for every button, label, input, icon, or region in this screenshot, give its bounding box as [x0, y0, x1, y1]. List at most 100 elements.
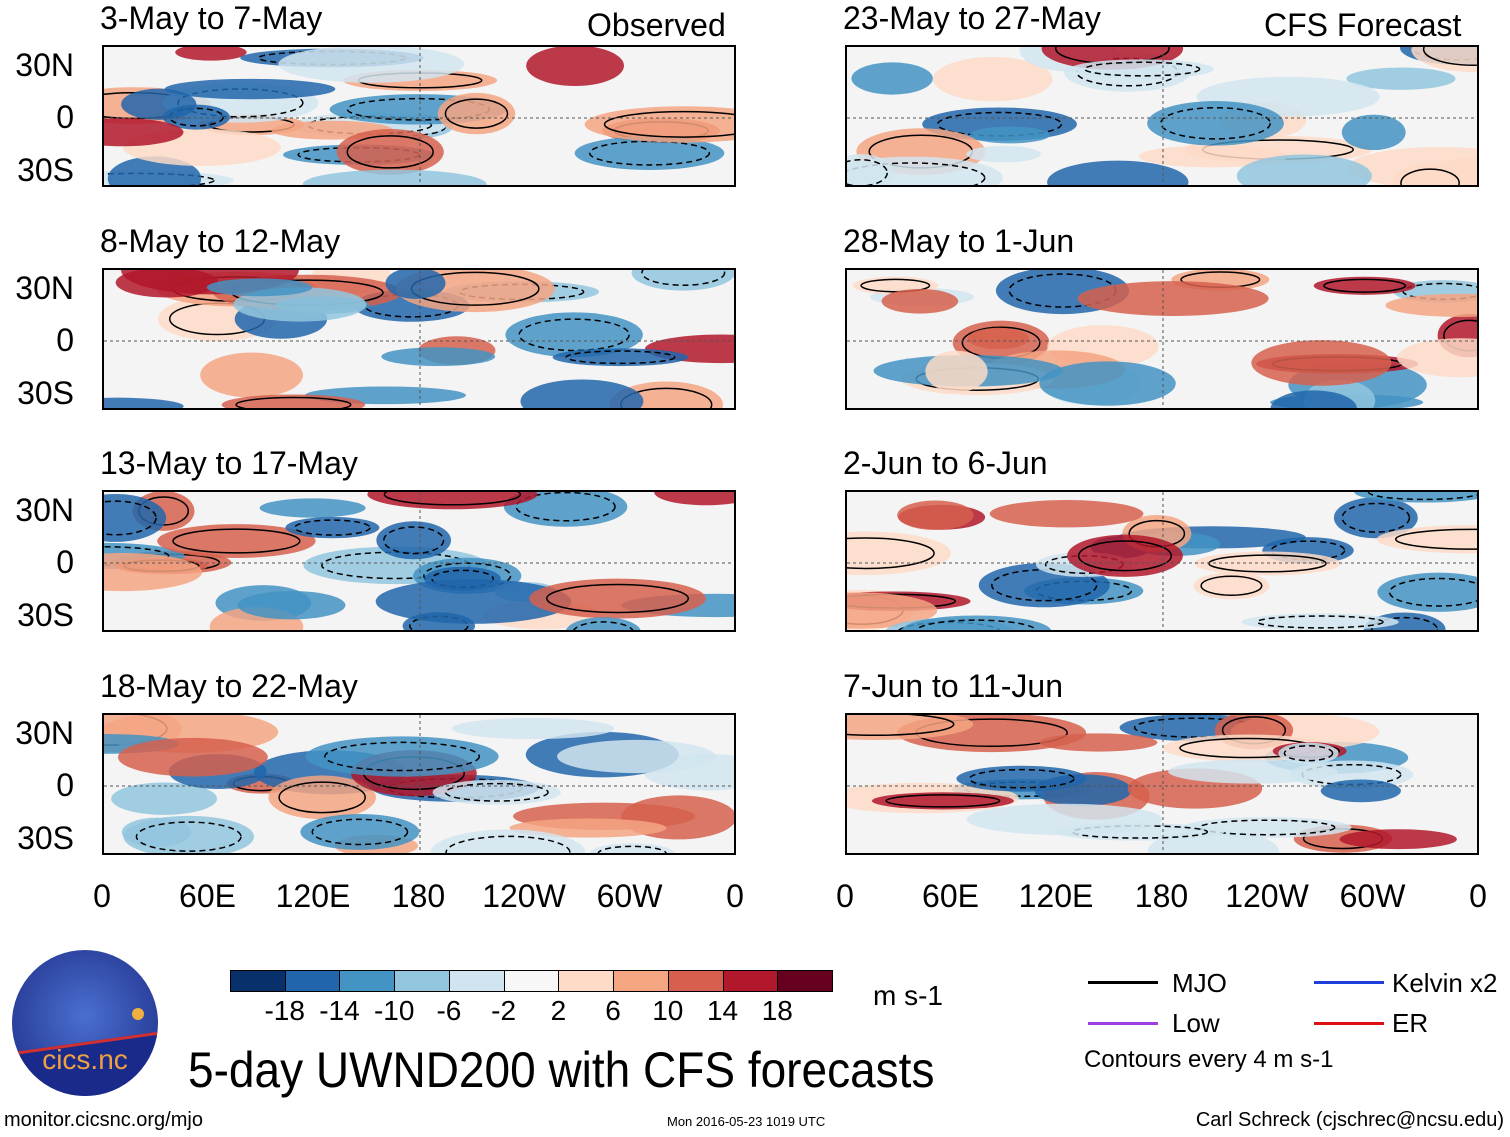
mjo-contour: [1083, 61, 1201, 77]
colorbar-label: -18: [264, 995, 305, 1026]
wind-anomaly: [200, 352, 303, 398]
mjo-contour: [1394, 528, 1477, 550]
wind-anomaly: [451, 717, 615, 740]
y-tick-label: 30N: [15, 270, 74, 306]
legend-er: ER: [1392, 1008, 1429, 1038]
legend-kelvin: Kelvin x2: [1392, 968, 1498, 998]
wind-anomaly: [1236, 154, 1372, 185]
wind-anomaly: [1077, 281, 1269, 316]
colorbar-swatch: [394, 970, 450, 992]
wind-anomaly: [1138, 145, 1288, 168]
wind-anomaly: [557, 739, 716, 774]
mjo-contour: [346, 135, 434, 169]
wind-anomaly: [1354, 492, 1477, 503]
wind-anomaly: [206, 278, 313, 297]
colorbar-swatch: [722, 970, 779, 992]
mjo-contour: [641, 270, 726, 286]
wind-anomaly: [509, 818, 667, 838]
wind-anomaly: [969, 126, 1050, 144]
panel-title: 23-May to 27-May: [843, 0, 1101, 36]
colorbar-label: 18: [761, 995, 793, 1026]
wind-anomaly: [565, 617, 641, 630]
y-tick-label: 30S: [17, 375, 74, 411]
wind-anomaly: [367, 492, 538, 510]
wind-anomaly: [437, 92, 516, 135]
y-tick-label: 30S: [17, 152, 74, 188]
colorbar-label: 10: [652, 995, 684, 1026]
observed-label: Observed: [587, 7, 726, 43]
mjo-contour: [445, 835, 571, 853]
wind-anomaly: [175, 47, 247, 61]
contour-note: Contours every 4 m s-1: [1084, 1046, 1334, 1073]
y-tick-label: 30S: [17, 820, 74, 856]
er-line-icon: [1314, 1022, 1384, 1025]
cfs-forecast-label: CFS Forecast: [1264, 7, 1462, 43]
colorbar-swatch: [503, 970, 560, 992]
mjo-contour: [1077, 540, 1173, 572]
wind-anomaly: [1393, 163, 1467, 185]
mjo-contour: [1422, 47, 1477, 66]
wind-anomaly: [1168, 759, 1338, 784]
wind-anomaly: [505, 312, 643, 358]
wind-anomaly: [104, 493, 167, 542]
mjo-contour: [172, 528, 301, 554]
mjo-contour: [311, 818, 409, 846]
mjo-contour: [423, 562, 512, 590]
wind-anomaly: [574, 136, 725, 171]
colorbar-swatch: [667, 970, 724, 992]
map-panel: [845, 268, 1479, 410]
wind-anomaly: [520, 379, 644, 408]
colorbar-label: -2: [491, 995, 517, 1026]
cics-logo: cics.nc: [12, 950, 158, 1096]
mjo-contour: [1160, 106, 1271, 140]
x-tick-label: 60E: [922, 878, 979, 914]
map-panel: [845, 45, 1479, 187]
wind-anomaly: [1385, 293, 1477, 317]
low-line-icon: [1088, 1022, 1158, 1025]
x-tick-label: 120W: [482, 878, 566, 914]
colorbar-swatch: [777, 970, 833, 992]
colorbar-units: m s-1: [873, 980, 943, 1011]
x-tick-label: 60E: [179, 878, 236, 914]
wind-anomaly: [381, 347, 496, 367]
mjo-contour: [278, 781, 366, 814]
wind-anomaly: [847, 154, 894, 185]
footer-author: Carl Schreck (cjschrec@ncsu.edu): [1195, 1109, 1504, 1131]
panel-title: 18-May to 22-May: [100, 668, 358, 704]
wind-anomaly: [285, 516, 380, 539]
mjo-contour: [444, 782, 549, 802]
wind-anomaly: [529, 578, 706, 619]
y-tick-label: 30N: [15, 492, 74, 528]
colorbar-label: 14: [706, 995, 739, 1026]
logo-text: cics.nc: [42, 1044, 128, 1075]
mjo-contour: [847, 162, 986, 185]
x-tick-label: 60W: [596, 878, 663, 914]
mjo-contour: [168, 107, 224, 127]
colorbar-label: -14: [319, 995, 360, 1026]
x-tick-label: 120E: [275, 878, 351, 914]
wind-anomaly: [376, 521, 452, 560]
mjo-contour: [860, 278, 931, 293]
mjo-contour: [1200, 575, 1263, 596]
wind-anomaly: [111, 782, 218, 815]
panel-title: 2-Jun to 6-Jun: [843, 445, 1048, 481]
wind-anomaly: [268, 775, 376, 820]
mjo-contour: [515, 492, 616, 522]
wind-anomaly: [851, 62, 933, 95]
y-tick-label: 0: [56, 767, 74, 803]
wind-anomaly: [1270, 390, 1357, 408]
mjo-contour: [383, 492, 522, 506]
footer-url[interactable]: monitor.cicsnc.org/mjo: [4, 1109, 203, 1131]
legend-low: Low: [1172, 1008, 1220, 1038]
y-tick-label: 0: [56, 99, 74, 135]
wind-anomaly: [259, 498, 366, 518]
wind-anomaly: [925, 350, 988, 393]
figure-title: 5-day UWND200 with CFS forecasts: [188, 1042, 935, 1098]
y-tick-label: 30N: [15, 715, 74, 751]
wind-anomaly: [300, 813, 420, 850]
wind-anomaly: [1320, 779, 1401, 803]
wind-anomaly: [584, 106, 734, 143]
colorbar-label: 6: [605, 995, 621, 1026]
colorbar-swatch: [339, 970, 396, 992]
mjo-contour: [104, 546, 170, 566]
